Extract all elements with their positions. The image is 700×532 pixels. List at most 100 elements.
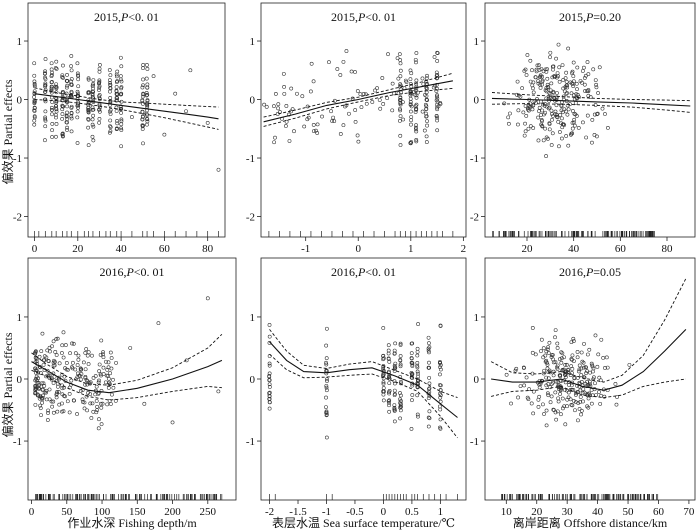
data-point bbox=[544, 375, 549, 380]
data-point bbox=[603, 112, 607, 116]
data-point bbox=[33, 351, 38, 356]
data-point bbox=[140, 85, 145, 90]
data-point bbox=[67, 391, 72, 396]
data-point bbox=[409, 427, 414, 431]
data-point bbox=[338, 73, 343, 77]
data-point bbox=[91, 86, 95, 91]
data-point bbox=[404, 80, 409, 84]
panel-title: 2015,P=0.20 bbox=[559, 10, 621, 24]
data-point bbox=[33, 402, 38, 407]
data-point bbox=[145, 63, 149, 67]
data-point bbox=[427, 409, 432, 414]
data-point bbox=[414, 129, 419, 134]
data-point bbox=[557, 144, 561, 149]
data-point bbox=[544, 69, 549, 74]
data-point bbox=[531, 126, 536, 130]
data-point bbox=[65, 72, 69, 77]
data-point bbox=[91, 78, 96, 82]
data-point bbox=[65, 83, 70, 88]
data-point bbox=[526, 108, 531, 113]
data-point bbox=[60, 386, 65, 391]
data-point bbox=[573, 393, 578, 397]
data-point bbox=[386, 375, 391, 379]
data-point bbox=[156, 321, 161, 326]
data-point bbox=[381, 357, 385, 362]
data-point bbox=[424, 76, 429, 81]
ci-upper-line bbox=[490, 278, 687, 383]
panel-2016-sea-surface-temperature: -2 -1.5 -1 -0.5 0 0.5 1 -1 0 1 2016,P<0. 01 表层水温 Se… bbox=[246, 257, 467, 530]
data-point bbox=[145, 102, 149, 107]
data-point bbox=[570, 82, 575, 86]
data-point bbox=[141, 92, 146, 97]
data-point bbox=[37, 354, 42, 359]
data-point bbox=[565, 404, 569, 409]
data-point bbox=[381, 381, 386, 386]
data-point bbox=[528, 79, 533, 84]
y-tick-label: -1 bbox=[246, 153, 255, 165]
data-point bbox=[324, 405, 328, 410]
data-point bbox=[353, 70, 357, 74]
data-point bbox=[145, 99, 150, 103]
data-point bbox=[566, 107, 571, 112]
data-point bbox=[188, 68, 193, 73]
data-point bbox=[420, 76, 425, 81]
data-point bbox=[550, 131, 555, 136]
data-point bbox=[398, 341, 403, 346]
data-point bbox=[559, 356, 564, 361]
data-point bbox=[553, 109, 558, 114]
data-point bbox=[601, 355, 606, 360]
data-point bbox=[538, 85, 543, 90]
data-point bbox=[585, 60, 590, 64]
data-point bbox=[571, 387, 576, 392]
data-point bbox=[130, 115, 134, 119]
data-point bbox=[364, 101, 369, 106]
data-point bbox=[571, 74, 576, 79]
panel-title-comma: , bbox=[355, 10, 358, 24]
data-point bbox=[72, 398, 76, 403]
panel-title-p: P bbox=[357, 10, 366, 24]
data-point bbox=[591, 377, 596, 382]
data-point bbox=[35, 393, 40, 398]
data-point bbox=[341, 59, 346, 64]
data-point bbox=[60, 132, 65, 136]
data-point bbox=[267, 334, 272, 339]
data-point bbox=[548, 50, 553, 55]
y-tick-label: -2 bbox=[470, 212, 479, 224]
data-point bbox=[40, 400, 45, 405]
data-point bbox=[600, 106, 605, 111]
data-point bbox=[558, 392, 563, 396]
data-point bbox=[556, 42, 561, 47]
data-point bbox=[377, 98, 382, 102]
data-point bbox=[569, 357, 574, 361]
data-point bbox=[564, 70, 569, 75]
data-point bbox=[555, 363, 560, 368]
data-point bbox=[530, 350, 535, 355]
data-point bbox=[550, 117, 554, 122]
data-point bbox=[506, 115, 511, 120]
panel-2015-fishing-depth: 0 20 40 60 80 -2 -1 0 1 2015,P<0. 01 bbox=[13, 2, 226, 255]
data-point bbox=[570, 353, 575, 358]
data-point bbox=[579, 373, 584, 377]
x-tick-label: 10 bbox=[501, 506, 513, 518]
data-point bbox=[514, 92, 519, 97]
data-point bbox=[545, 136, 550, 141]
data-point bbox=[398, 98, 402, 103]
data-point bbox=[605, 365, 610, 370]
panel-title-year: 2016 bbox=[331, 265, 355, 279]
data-point bbox=[438, 367, 443, 372]
data-point bbox=[90, 122, 95, 127]
data-point bbox=[506, 121, 511, 126]
data-point bbox=[34, 376, 38, 381]
data-point bbox=[94, 410, 99, 415]
data-point bbox=[582, 82, 587, 87]
data-point bbox=[409, 356, 414, 361]
data-point bbox=[105, 402, 110, 407]
data-point bbox=[51, 381, 56, 385]
data-point bbox=[50, 105, 54, 110]
data-point bbox=[97, 66, 102, 71]
data-point bbox=[43, 87, 48, 92]
data-point bbox=[343, 104, 347, 109]
data-point bbox=[43, 138, 47, 143]
y-tick-label: 0 bbox=[474, 374, 480, 386]
data-point bbox=[578, 395, 583, 399]
